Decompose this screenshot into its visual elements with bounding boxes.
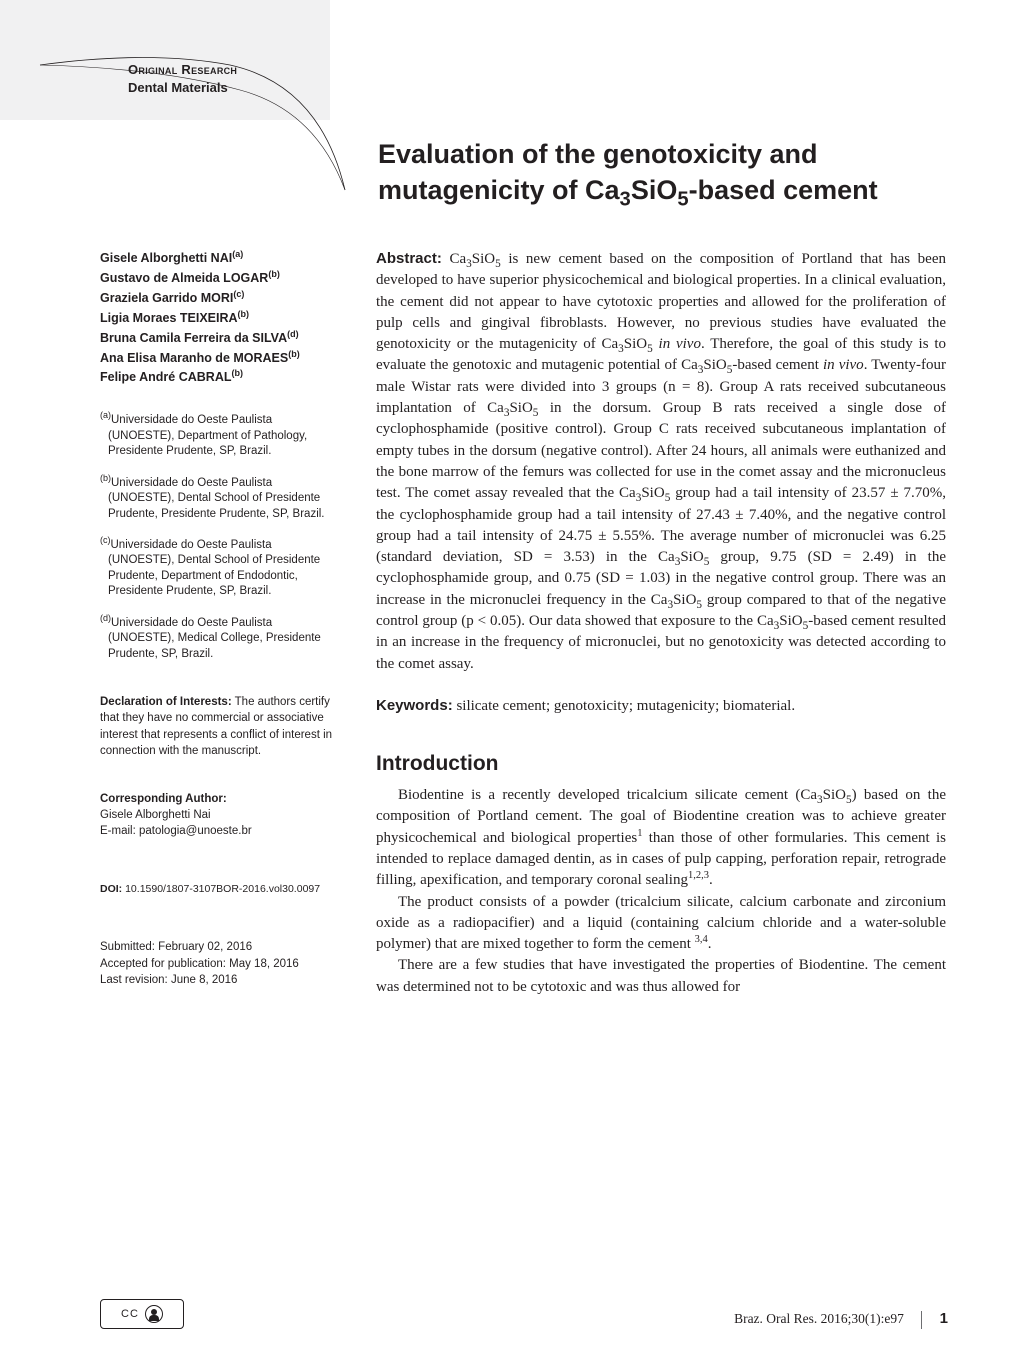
keywords-line: Keywords: silicate cement; genotoxicity;…	[376, 695, 946, 717]
introduction-body: Biodentine is a recently developed trica…	[376, 785, 946, 998]
affiliation: (d)Universidade do Oeste Paulista (UNOES…	[100, 612, 338, 662]
date-accepted: Accepted for publication: May 18, 2016	[100, 956, 338, 973]
author: Gustavo de Almeida LOGAR(b)	[100, 268, 338, 288]
abstract-paragraph: Abstract: Ca3SiO5 is new cement based on…	[376, 248, 946, 675]
corresponding-author-block: Corresponding Author: Gisele Alborghetti…	[100, 791, 338, 839]
corresponding-email-line: E-mail: patologia@unoeste.br	[100, 823, 338, 839]
date-submitted: Submitted: February 02, 2016	[100, 939, 338, 956]
footer: Braz. Oral Res. 2016;30(1):e97 1	[734, 1310, 948, 1329]
introduction-heading: Introduction	[376, 749, 946, 779]
intro-paragraph: The product consists of a powder (trical…	[376, 892, 946, 956]
header-shaded-box	[0, 0, 330, 120]
doi-label: DOI:	[100, 883, 125, 895]
affiliation-list: (a)Universidade do Oeste Paulista (UNOES…	[100, 409, 338, 662]
author: Bruna Camila Ferreira da SILVA(d)	[100, 328, 338, 348]
abstract-text: Ca3SiO5 is new cement based on the compo…	[376, 251, 946, 672]
author: Gisele Alborghetti NAI(a)	[100, 248, 338, 268]
footer-separator	[921, 1311, 922, 1329]
affiliation: (c)Universidade do Oeste Paulista (UNOES…	[100, 534, 338, 600]
email-value: patologia@unoeste.br	[139, 825, 252, 837]
footer-citation: Braz. Oral Res. 2016;30(1):e97	[734, 1311, 904, 1326]
declaration-label: Declaration of Interests:	[100, 696, 232, 708]
email-label: E-mail:	[100, 825, 139, 837]
cc-by-badge: CC	[100, 1299, 184, 1329]
cc-text: CC	[121, 1308, 139, 1320]
doi-block: DOI: 10.1590/1807-3107BOR-2016.vol30.009…	[100, 883, 338, 895]
author-list: Gisele Alborghetti NAI(a)Gustavo de Alme…	[100, 248, 338, 387]
keywords-text: silicate cement; genotoxicity; mutagenic…	[453, 698, 795, 714]
intro-paragraph: There are a few studies that have invest…	[376, 955, 946, 998]
doi-value: 10.1590/1807-3107BOR-2016.vol30.0097	[125, 883, 320, 895]
author: Felipe André CABRAL(b)	[100, 367, 338, 387]
intro-paragraph: Biodentine is a recently developed trica…	[376, 785, 946, 891]
author: Graziela Garrido MORI(c)	[100, 288, 338, 308]
sidebar: Gisele Alborghetti NAI(a)Gustavo de Alme…	[100, 248, 338, 989]
author: Ligia Moraes TEIXEIRA(b)	[100, 308, 338, 328]
section-label: Original Research	[128, 62, 237, 77]
footer-page-number: 1	[940, 1310, 948, 1327]
section-sublabel: Dental Materials	[128, 80, 228, 95]
by-icon	[145, 1305, 163, 1323]
keywords-label: Keywords:	[376, 697, 453, 714]
date-revision: Last revision: June 8, 2016	[100, 972, 338, 989]
affiliation: (a)Universidade do Oeste Paulista (UNOES…	[100, 409, 338, 459]
author: Ana Elisa Maranho de MORAES(b)	[100, 348, 338, 368]
abstract-label: Abstract:	[376, 250, 442, 267]
affiliation: (b)Universidade do Oeste Paulista (UNOES…	[100, 472, 338, 522]
main-column: Abstract: Ca3SiO5 is new cement based on…	[376, 248, 946, 998]
article-title: Evaluation of the genotoxicity and mutag…	[378, 136, 948, 209]
declaration-block: Declaration of Interests: The authors ce…	[100, 694, 338, 758]
corresponding-label: Corresponding Author:	[100, 791, 338, 807]
corresponding-name: Gisele Alborghetti Nai	[100, 807, 338, 823]
section-label-text: Original Research	[128, 62, 237, 77]
dates-block: Submitted: February 02, 2016 Accepted fo…	[100, 939, 338, 989]
